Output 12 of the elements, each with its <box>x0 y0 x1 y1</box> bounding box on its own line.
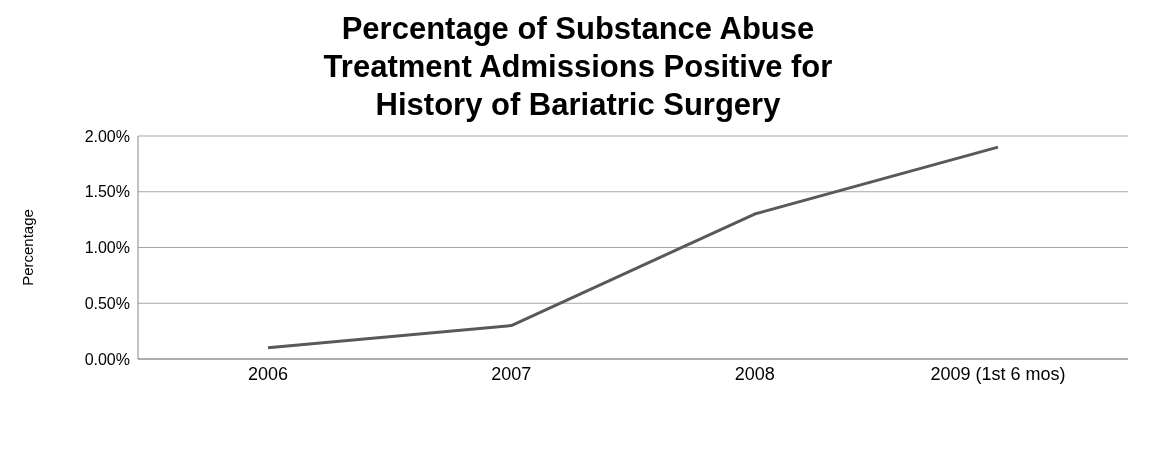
x-tick-label: 2008 <box>734 363 775 384</box>
x-tick-label: 2006 <box>247 363 289 384</box>
x-tick-label: 2007 <box>491 363 532 384</box>
y-tick-label: 2.00% <box>84 127 130 145</box>
x-tick-label: 2009 (1st 6 mos) <box>930 363 1066 384</box>
line-series <box>266 145 1000 350</box>
y-tick-label: 0.50% <box>84 294 130 312</box>
y-tick-label: 1.00% <box>84 239 130 257</box>
chart-title: Percentage of Substance Abuse Treatment Admissions Positive for History of Bariatric Surgery <box>322 10 834 124</box>
y-tick-label: 0.00% <box>84 350 130 368</box>
y-axis-title: Percentage <box>19 209 37 286</box>
y-tick-label: 1.50% <box>84 183 130 201</box>
